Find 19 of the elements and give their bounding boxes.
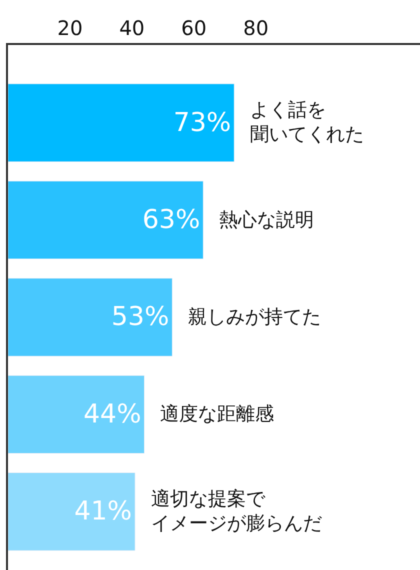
y-tick-label: よく話を聞いてくれた [250,99,364,146]
data-label: 53% [111,302,170,332]
y-tick-label: 適度な距離感 [160,403,274,425]
y-tick-label: 親しみが持てた [188,306,321,328]
data-label: 63% [142,205,200,235]
bar [8,84,234,162]
x-tick-label: 40 [119,16,145,40]
data-label: 41% [74,496,132,527]
x-tick-label: 80 [243,16,269,40]
x-tick-label: 20 [57,16,83,40]
x-tick-label: 60 [181,16,207,40]
data-label: 44% [84,399,142,430]
bar [8,180,204,260]
bar [8,472,136,551]
bar [8,375,145,454]
bar [8,278,172,356]
data-label: 73% [173,108,232,138]
y-tick-label: 適切な提案でイメージが膨らんだ [151,488,322,535]
y-tick-label: 熱心な説明 [219,209,314,231]
